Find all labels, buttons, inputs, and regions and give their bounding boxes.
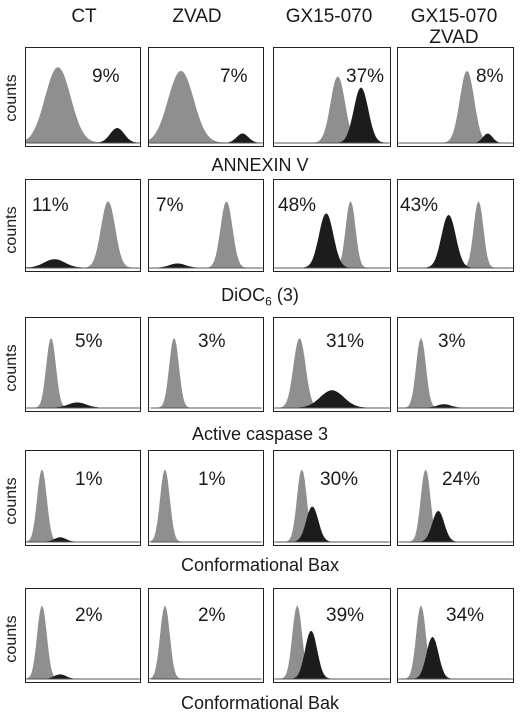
column-header-gx15-070: GX15-070: [270, 6, 388, 27]
histogram-plot: [26, 67, 140, 144]
column-header-line1: ZVAD: [172, 6, 222, 27]
column-header-line1: GX15-070: [285, 6, 373, 27]
histogram-panel-caspase-zvad: [148, 317, 264, 412]
y-axis-label: counts: [3, 206, 20, 254]
percentage-label: 43%: [400, 195, 439, 216]
histogram-plot: [26, 469, 140, 543]
percentage-label: 3%: [198, 331, 226, 352]
y-axis-label: counts: [3, 344, 20, 392]
histogram-panel-bak-gx: [273, 588, 391, 683]
histogram-panel-caspase-gx-zvad: [397, 317, 514, 412]
histogram-plot: [274, 76, 390, 144]
histogram-panel-dioc6-gx: [273, 179, 391, 272]
column-header-line1: GX15-070: [410, 6, 498, 27]
percentage-label: 2%: [198, 605, 226, 626]
histogram-panel-bak-ct: [25, 588, 141, 683]
histogram-plot: [274, 469, 390, 543]
y-axis-label: counts: [3, 615, 20, 663]
histogram-plot: [274, 201, 390, 269]
dark-histogram-peak: [274, 213, 390, 269]
column-header-line1: CT: [71, 6, 97, 27]
percentage-label: 11%: [32, 195, 69, 216]
dark-histogram-peak: [398, 214, 513, 269]
percentage-label: 39%: [326, 605, 365, 626]
histogram-panel-bax-gx: [273, 450, 391, 546]
percentage-label: 34%: [446, 605, 485, 626]
histogram-panel-bak-gx-zvad: [397, 588, 514, 683]
histogram-plot: [149, 469, 263, 543]
histogram-panel-caspase-gx: [273, 317, 391, 412]
histogram-plot: [149, 605, 263, 680]
percentage-label: 31%: [326, 331, 365, 352]
percentage-label: 8%: [476, 66, 504, 87]
percentage-label: 9%: [92, 66, 120, 87]
histogram-plot: [398, 605, 513, 680]
percentage-label: 7%: [220, 66, 248, 87]
percentage-label: 1%: [198, 469, 226, 490]
histogram-plot: [149, 70, 263, 144]
percentage-label: 37%: [346, 66, 385, 87]
percentage-label: 3%: [438, 331, 466, 352]
histogram-panel-bax-gx-zvad: [397, 450, 514, 546]
percentage-label: 1%: [75, 469, 103, 490]
histogram-plot: [398, 337, 513, 409]
row-label-active-caspase-3: Active caspase 3: [191, 424, 329, 444]
dark-histogram-peak: [149, 263, 263, 269]
histogram-panel-dioc6-gx-zvad: [397, 179, 514, 272]
histogram-panel-annexin-ct: [25, 47, 141, 147]
histogram-plot: [26, 201, 140, 269]
row-label-conformational-bak: Conformational Bak: [180, 693, 340, 713]
histogram-plot: [149, 201, 263, 269]
histogram-panel-bax-zvad: [148, 450, 264, 546]
histogram-panel-dioc6-ct: [25, 179, 141, 272]
y-axis-label: counts: [3, 477, 20, 525]
percentage-label: 30%: [320, 469, 359, 490]
percentage-label: 24%: [442, 469, 481, 490]
row-label-annexin-v: ANNEXIN V: [211, 155, 309, 175]
histogram-panel-bax-ct: [25, 450, 141, 546]
histogram-plot: [274, 338, 390, 409]
column-header-zvad: ZVAD: [138, 6, 256, 27]
y-axis-label: counts: [3, 74, 20, 122]
histogram-panel-caspase-ct: [25, 317, 141, 412]
histogram-plot: [149, 338, 263, 409]
percentage-label: 7%: [156, 195, 184, 216]
histogram-plot: [398, 469, 513, 543]
histogram-plot: [26, 605, 140, 680]
column-header-line2: ZVAD: [429, 27, 479, 48]
percentage-label: 2%: [75, 605, 103, 626]
percentage-label: 5%: [75, 331, 103, 352]
histogram-panel-annexin-zvad: [148, 47, 264, 147]
histogram-panel-annexin-gx: [273, 47, 391, 147]
histogram-panel-bak-zvad: [148, 588, 264, 683]
histogram-panel-annexin-gx-zvad: [397, 47, 514, 147]
histogram-plot: [26, 338, 140, 409]
column-header-gx15-070-zvad: GX15-070 ZVAD: [395, 6, 513, 48]
row-label-dioc6: DiOC6 (3): [221, 285, 299, 309]
light-histogram-peak: [26, 67, 140, 144]
histogram-plot: [398, 70, 513, 144]
column-header-ct: CT: [25, 6, 143, 27]
histogram-panel-dioc6-zvad: [148, 179, 264, 272]
histogram-plot: [274, 605, 390, 680]
percentage-label: 48%: [278, 195, 317, 216]
row-label-conformational-bax: Conformational Bax: [180, 555, 340, 575]
histogram-plot: [398, 200, 513, 269]
